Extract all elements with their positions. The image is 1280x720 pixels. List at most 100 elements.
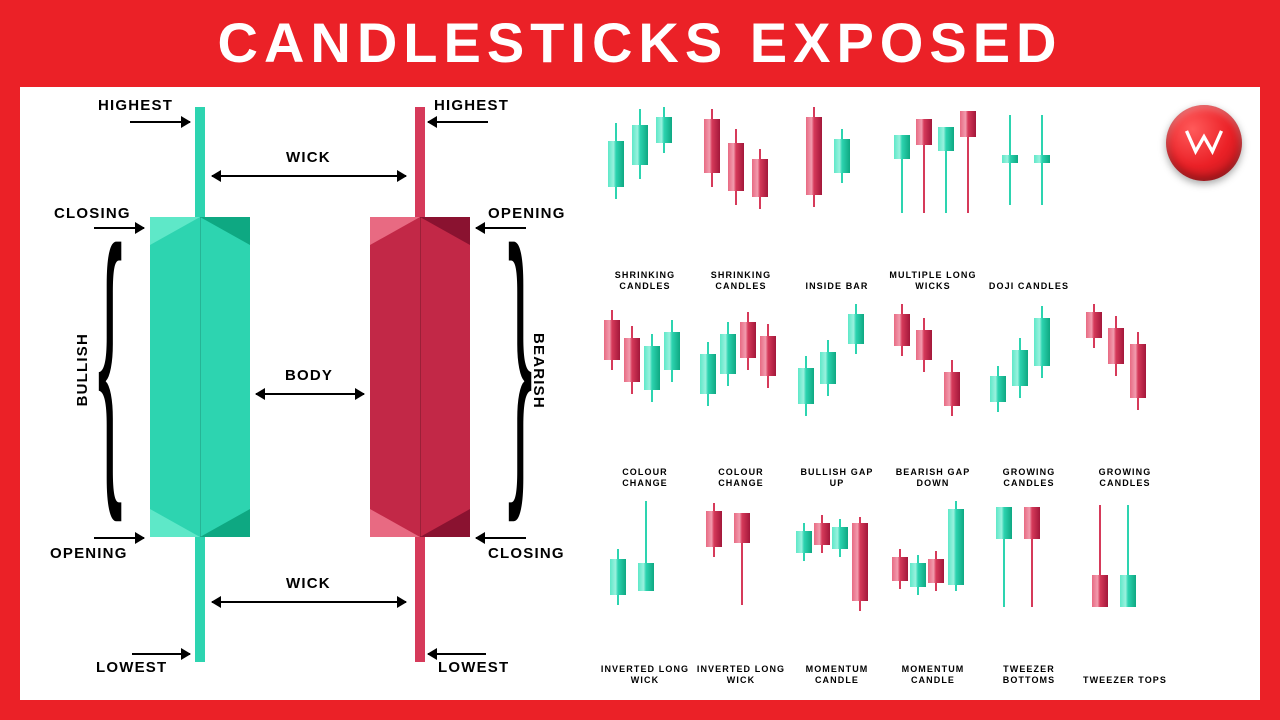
label-bearish: BEARISH [530, 333, 547, 409]
pattern-label: BULLISH GAP UP [792, 463, 882, 490]
pattern-shrinking-candles-bull: SHRINKING CANDLES [600, 101, 690, 292]
label-wick-top: WICK [286, 149, 331, 166]
bullish-candle [796, 495, 812, 660]
pattern-tweezer-bottoms: TWEEZER BOTTOMS [984, 495, 1074, 686]
bullish-candle [656, 101, 672, 266]
content-panel: HIGHEST HIGHEST WICK CLOSING OPENING BOD… [20, 87, 1260, 700]
bullish-candle [820, 298, 836, 463]
pattern-label: SHRINKING CANDLES [696, 266, 786, 293]
bearish-candle [892, 495, 908, 660]
bullish-candle [996, 495, 1012, 660]
bearish-candle [734, 495, 750, 660]
pattern-chart [696, 298, 786, 463]
bearish-candle [728, 101, 744, 266]
pattern-label: SHRINKING CANDLES [600, 266, 690, 293]
pattern-label: DOJI CANDLES [984, 277, 1074, 292]
patterns-grid: SHRINKING CANDLESSHRINKING CANDLESINSIDE… [600, 101, 1170, 686]
bearish-candle [1130, 298, 1146, 463]
bullish-candle [632, 101, 648, 266]
pattern-label: TWEEZER TOPS [1080, 671, 1170, 686]
bearish-candle [814, 495, 830, 660]
brand-logo-icon [1166, 105, 1242, 181]
pattern-bullish-gap-up: BULLISH GAP UP [792, 298, 882, 489]
pattern-chart [600, 101, 690, 266]
pattern-chart [1080, 298, 1170, 463]
pattern-doji-candles: DOJI CANDLES [984, 101, 1074, 292]
bearish-candle [1108, 298, 1124, 463]
pattern-label: MOMENTUM CANDLE [792, 660, 882, 687]
pattern-label: COLOUR CHANGE [600, 463, 690, 490]
bullish-candle [1034, 101, 1050, 277]
label-wick-bottom: WICK [286, 575, 331, 592]
label-opening-left: OPENING [50, 545, 128, 562]
pattern-label: MOMENTUM CANDLE [888, 660, 978, 687]
pattern-chart [984, 495, 1074, 660]
pattern-momentum-candle-bull: MOMENTUM CANDLE [888, 495, 978, 686]
bearish-candle [944, 298, 960, 463]
label-lowest-left: LOWEST [96, 659, 167, 676]
pattern-label: GROWING CANDLES [984, 463, 1074, 490]
bearish-candle [604, 298, 620, 463]
bullish-candle [610, 495, 626, 660]
pattern-growing-candles-bear: GROWING CANDLES [1080, 298, 1170, 489]
bullish-candle [910, 495, 926, 660]
bullish-candle [834, 101, 850, 277]
pattern-label [1080, 288, 1170, 292]
pattern-label: INVERTED LONG WICK [600, 660, 690, 687]
bearish-candle [624, 298, 640, 463]
bearish-candle [1092, 495, 1108, 671]
bullish-candle [948, 495, 964, 660]
bullish-candle [798, 298, 814, 463]
bearish-candle [752, 101, 768, 266]
bearish-candle [760, 298, 776, 463]
pattern-label: COLOUR CHANGE [696, 463, 786, 490]
pattern-inverted-long-wick-bull: INVERTED LONG WICK [600, 495, 690, 686]
pattern-growing-candles-bull: GROWING CANDLES [984, 298, 1074, 489]
bullish-candle [720, 298, 736, 463]
pattern-label: MULTIPLE LONG WICKS [888, 266, 978, 293]
label-closing-right: CLOSING [488, 545, 565, 562]
pattern-chart [600, 298, 690, 463]
bearish-candle [928, 495, 944, 660]
bearish-candle [960, 101, 976, 266]
patterns-panel: SHRINKING CANDLESSHRINKING CANDLESINSIDE… [590, 87, 1260, 700]
bearish-candle [894, 298, 910, 463]
bullish-candle [638, 495, 654, 660]
label-bullish: BULLISH [74, 333, 91, 406]
bullish-candle [1034, 298, 1050, 463]
label-highest-left: HIGHEST [98, 97, 173, 114]
brace-bullish: { [98, 205, 123, 505]
bullish-candle [832, 495, 848, 660]
pattern-label: TWEEZER BOTTOMS [984, 660, 1074, 687]
pattern-chart [984, 101, 1074, 277]
pattern-inverted-long-wick-bear: INVERTED LONG WICK [696, 495, 786, 686]
page-title: CANDLESTICKS EXPOSED [20, 0, 1260, 87]
bullish-candle [1002, 101, 1018, 277]
bullish-candle [664, 298, 680, 463]
pattern-multiple-long-wicks: MULTIPLE LONG WICKS [888, 101, 978, 292]
pattern-chart [792, 298, 882, 463]
bearish-candle [916, 101, 932, 266]
frame: CANDLESTICKS EXPOSED [0, 0, 1280, 720]
pattern-inside-bar: INSIDE BAR [792, 101, 882, 292]
bullish-candle [644, 298, 660, 463]
pattern-label: BEARISH GAP DOWN [888, 463, 978, 490]
label-lowest-right: LOWEST [438, 659, 509, 676]
pattern-bearish-gap-down: BEARISH GAP DOWN [888, 298, 978, 489]
pattern-colour-change-1: COLOUR CHANGE [600, 298, 690, 489]
bearish-candle [1024, 495, 1040, 660]
pattern-chart [792, 495, 882, 660]
pattern-chart [888, 495, 978, 660]
pattern-chart [1080, 495, 1170, 671]
pattern-chart [696, 101, 786, 266]
bearish-candle [806, 101, 822, 277]
bullish-candle [1120, 495, 1136, 671]
bullish-candle [894, 101, 910, 266]
pattern-chart [888, 101, 978, 266]
pattern-momentum-candle-bear: MOMENTUM CANDLE [792, 495, 882, 686]
pattern-chart [888, 298, 978, 463]
bearish-candle [916, 298, 932, 463]
bearish-candle [1086, 298, 1102, 463]
pattern-label: GROWING CANDLES [1080, 463, 1170, 490]
pattern-chart [1080, 101, 1170, 288]
